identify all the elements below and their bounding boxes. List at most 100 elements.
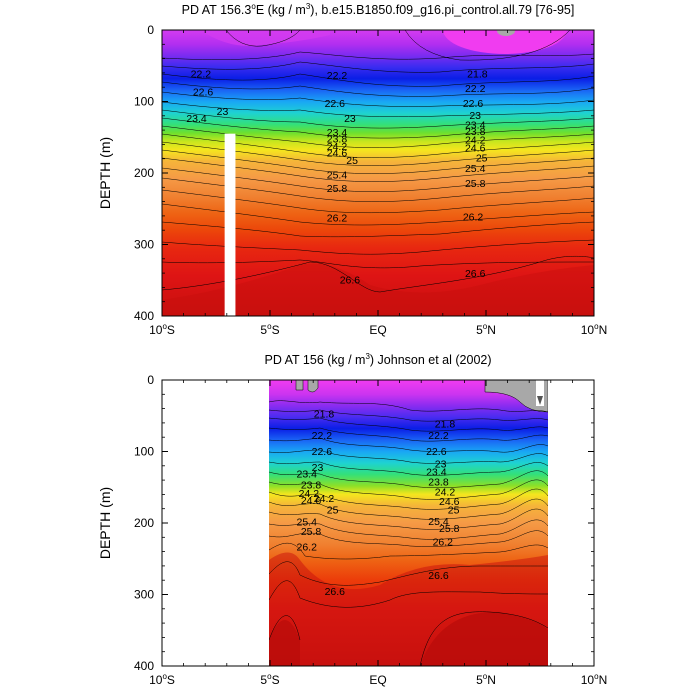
bottom-panel-title: PD AT 156 (kg / m3) Johnson et al (2002)	[264, 352, 491, 367]
bottom-gray-white-notch	[536, 380, 544, 406]
contour-label: 23	[217, 106, 229, 118]
contour-label: 25	[346, 155, 358, 167]
contour-label: 22.2	[191, 69, 212, 81]
contour-label: 23.8	[301, 479, 322, 491]
x-tick-label: 10oN	[581, 322, 607, 337]
contour-label: 25.4	[297, 517, 318, 529]
contour-label: 22.6	[463, 98, 484, 110]
contour-label: 22.2	[327, 70, 348, 82]
y-tick-label: 400	[134, 309, 154, 323]
y-tick-label: 0	[147, 23, 154, 37]
contour-label: 25.8	[327, 183, 348, 195]
bottom-gray-patch-right	[484, 380, 548, 413]
contour-label: 25.4	[428, 516, 449, 528]
y-tick-label: 0	[147, 373, 154, 387]
top-panel: PD AT 156.3oE (kg / m3), b.e15.B1850.f09…	[97, 2, 607, 337]
y-tick-label: 100	[134, 95, 154, 109]
top-surface-contours	[225, 30, 571, 61]
bottom-deep-dome-2	[269, 611, 548, 666]
y-tick-label: 100	[134, 445, 154, 459]
x-tick-label: EQ	[369, 323, 386, 337]
x-tick-label: EQ	[369, 673, 386, 687]
contour-label: 25.4	[465, 163, 486, 175]
contour-label: 25	[448, 504, 460, 516]
bottom-contour-lines	[269, 400, 548, 666]
contour-label: 26.2	[463, 212, 484, 224]
contour-label: 23.8	[465, 126, 486, 138]
bottom-contour-field	[269, 380, 548, 666]
top-masked-column	[224, 133, 236, 316]
contour-label: 23	[312, 462, 324, 474]
contour-label: 23.4	[465, 119, 486, 131]
contour-label: 24.2	[299, 488, 320, 500]
x-tick-label: 10oS	[149, 322, 175, 337]
contour-label: 22.6	[312, 446, 333, 458]
contour-label: 23.8	[327, 134, 348, 146]
contour-label: 23.4	[297, 469, 318, 481]
contour-label: 26.2	[327, 212, 348, 224]
contour-label: 22.6	[193, 86, 214, 98]
contour-label: 23	[469, 110, 481, 122]
x-tick-label: 5oS	[260, 322, 279, 337]
contour-label: 24.2	[327, 141, 348, 153]
y-axis-label: DEPTH (m)	[97, 137, 113, 209]
y-tick-label: 400	[134, 659, 154, 673]
contour-label: 21.8	[435, 419, 456, 431]
x-tick-label: 5oN	[476, 322, 496, 337]
contour-label: 26.2	[297, 542, 318, 554]
contour-label: 26.6	[325, 586, 346, 598]
contour-label: 26.6	[465, 268, 486, 280]
contour-label: 24.2	[465, 134, 486, 146]
contour-label: 25.8	[465, 178, 486, 190]
contour-label: 24.6	[301, 495, 322, 507]
x-tick-label: 10oN	[581, 672, 607, 687]
contour-label: 25.8	[301, 526, 322, 538]
contour-label: 25.8	[439, 523, 460, 535]
contour-label: 24.6	[327, 147, 348, 159]
contour-label: 26.6	[428, 570, 449, 582]
y-tick-label: 300	[134, 238, 154, 252]
y-tick-label: 200	[134, 166, 154, 180]
bottom-gray-notch-tip	[537, 396, 543, 405]
contour-label: 23.4	[426, 467, 447, 479]
contour-label: 25	[327, 504, 339, 516]
contour-label: 23.4	[327, 127, 348, 139]
contour-label: 24.6	[465, 142, 486, 154]
x-tick-label: 5oN	[476, 672, 496, 687]
contour-label: 24.2	[435, 487, 456, 499]
top-axes: 10oS 5oS EQ 5oN 10oN 0 100 200 300 400 DEPTH (m)	[97, 23, 607, 337]
top-fill-bulge-south	[162, 30, 330, 46]
top-deep-dome	[162, 263, 594, 316]
top-surface-gray-patch	[497, 30, 515, 36]
contour-label: 23.4	[186, 113, 207, 125]
y-tick-label: 300	[134, 588, 154, 602]
contour-label: 22.6	[325, 98, 346, 110]
bottom-panel: PD AT 156 (kg / m3) Johnson et al (2002)	[97, 352, 607, 687]
top-panel-title: PD AT 156.3oE (kg / m3), b.e15.B1850.f09…	[182, 2, 575, 17]
top-surface-pink-blob	[443, 30, 567, 54]
contour-label: 21.8	[314, 409, 335, 421]
contour-label: 21.8	[467, 69, 488, 81]
contour-label: 22.2	[428, 430, 449, 442]
contour-label: 24.2	[314, 493, 335, 505]
contour-label: 24.6	[439, 496, 460, 508]
y-axis-label: DEPTH (m)	[97, 487, 113, 559]
contour-label: 22.2	[312, 430, 333, 442]
contour-label: 25	[476, 152, 488, 164]
top-contour-field	[162, 30, 594, 316]
contour-label: 26.2	[433, 537, 454, 549]
x-tick-label: 5oS	[260, 672, 279, 687]
contour-label: 26.6	[340, 275, 361, 287]
contour-label: 22.6	[426, 446, 447, 458]
top-contour-lines	[162, 51, 594, 293]
contour-label: 23	[344, 113, 356, 125]
x-tick-label: 10oS	[149, 672, 175, 687]
contour-label: 22.2	[465, 83, 486, 95]
bottom-gray-patch-left	[295, 380, 319, 393]
bottom-axes: 10oS 5oS EQ 5oN 10oN 0 100 200 300 400 DEPTH (m)	[97, 373, 607, 687]
contour-label: 23.8	[428, 477, 449, 489]
contour-label: 23	[435, 459, 447, 471]
